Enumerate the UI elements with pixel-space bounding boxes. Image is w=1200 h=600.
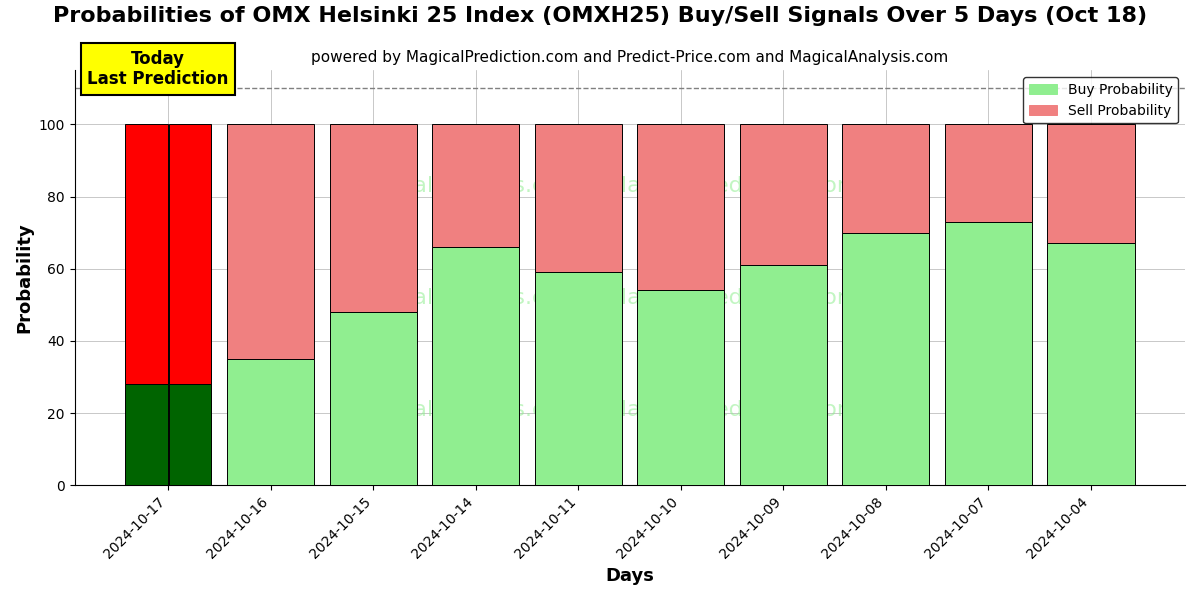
Legend: Buy Probability, Sell Probability: Buy Probability, Sell Probability — [1024, 77, 1178, 124]
Bar — [125, 384, 168, 485]
Bar — [842, 124, 930, 233]
Bar — [944, 222, 1032, 485]
Bar — [432, 247, 520, 485]
Bar — [535, 272, 622, 485]
Text: calAnalysis.com    MagicalPrediction.com: calAnalysis.com MagicalPrediction.com — [401, 289, 858, 308]
Bar — [637, 124, 725, 290]
X-axis label: Days: Days — [605, 567, 654, 585]
Bar — [1048, 244, 1134, 485]
Bar — [125, 124, 168, 384]
Bar — [637, 290, 725, 485]
Bar — [739, 124, 827, 265]
Y-axis label: Probability: Probability — [16, 223, 34, 333]
Text: Today
Last Prediction: Today Last Prediction — [88, 50, 229, 88]
Bar — [330, 312, 416, 485]
Bar — [169, 384, 211, 485]
Bar — [227, 124, 314, 359]
Bar — [739, 265, 827, 485]
Text: calAnalysis.com    MagicalPrediction.com: calAnalysis.com MagicalPrediction.com — [401, 176, 858, 196]
Bar — [842, 233, 930, 485]
Bar — [432, 124, 520, 247]
Bar — [227, 359, 314, 485]
Bar — [535, 124, 622, 272]
Title: powered by MagicalPrediction.com and Predict-Price.com and MagicalAnalysis.com: powered by MagicalPrediction.com and Pre… — [311, 50, 948, 65]
Bar — [330, 124, 416, 312]
Bar — [169, 124, 211, 384]
Bar — [944, 124, 1032, 222]
Text: calAnalysis.com    MagicalPrediction.com: calAnalysis.com MagicalPrediction.com — [401, 400, 858, 421]
Bar — [1048, 124, 1134, 244]
Text: Probabilities of OMX Helsinki 25 Index (OMXH25) Buy/Sell Signals Over 5 Days (Oc: Probabilities of OMX Helsinki 25 Index (… — [53, 6, 1147, 26]
